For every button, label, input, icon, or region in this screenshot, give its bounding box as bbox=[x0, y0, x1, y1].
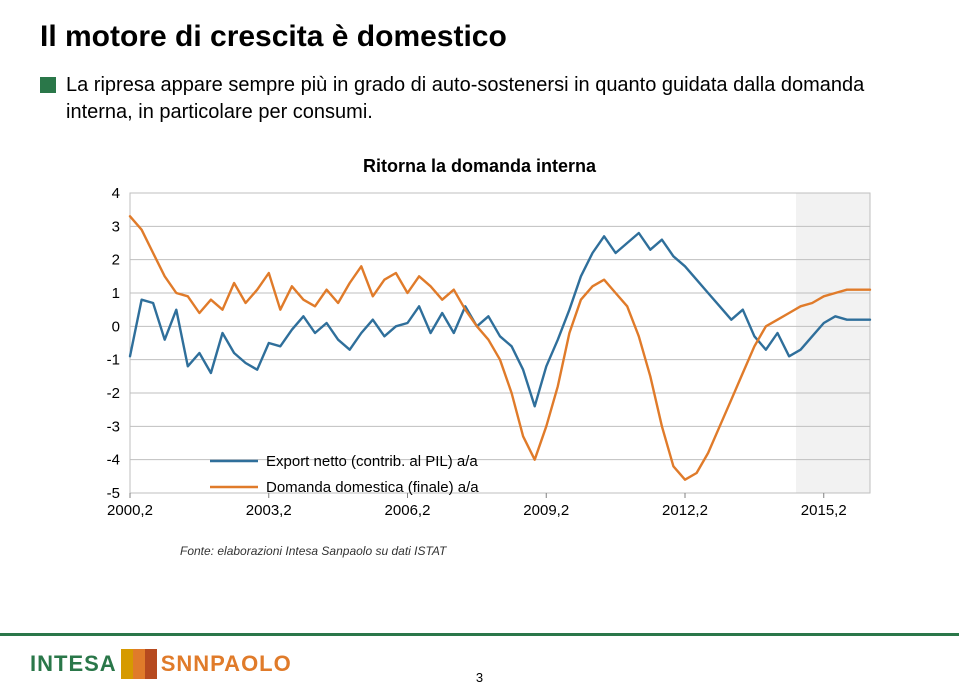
x-tick-label: 2006,2 bbox=[384, 502, 430, 519]
y-tick-label: 4 bbox=[111, 185, 119, 202]
footer-bar: INTESA SNNPAOLO 3 bbox=[0, 633, 959, 691]
y-tick-label: -3 bbox=[106, 418, 119, 435]
source-note: Fonte: elaborazioni Intesa Sanpaolo su d… bbox=[180, 544, 919, 558]
page-number: 3 bbox=[476, 670, 483, 685]
chart-container: Ritorna la domanda interna 4 3 2 1 0 -1 -2 -3 -4… bbox=[70, 156, 890, 536]
legend-label: Domanda domestica (finale) a/a bbox=[266, 479, 479, 496]
slide-page: Il motore di crescita è domestico La rip… bbox=[0, 0, 959, 691]
line-chart: 4 3 2 1 0 -1 -2 -3 -4 -52000,2 2003,2 2006,2 2009,2 2… bbox=[70, 183, 890, 533]
y-tick-label: -1 bbox=[106, 352, 119, 369]
series-export_netto bbox=[130, 233, 870, 406]
intesa-sanpaolo-logo: INTESA SNNPAOLO bbox=[30, 649, 292, 679]
y-tick-label: 3 bbox=[111, 218, 119, 235]
x-tick-label: 2000,2 bbox=[107, 502, 153, 519]
legend-label: Export netto (contrib. al PIL) a/a bbox=[266, 453, 478, 470]
bullet-square-icon bbox=[40, 77, 56, 93]
page-title: Il motore di crescita è domestico bbox=[40, 20, 919, 54]
chart-title: Ritorna la domanda interna bbox=[70, 156, 890, 177]
y-tick-label: -5 bbox=[106, 485, 119, 502]
body-bullet: La ripresa appare sempre più in grado di… bbox=[40, 72, 919, 126]
y-tick-label: 1 bbox=[111, 285, 119, 302]
logo-part2: SNNPAOLO bbox=[161, 651, 292, 677]
bullet-text: La ripresa appare sempre più in grado di… bbox=[66, 72, 919, 126]
x-tick-label: 2003,2 bbox=[245, 502, 291, 519]
y-tick-label: -2 bbox=[106, 385, 119, 402]
y-tick-label: -4 bbox=[106, 452, 119, 469]
logo-part1: INTESA bbox=[30, 651, 117, 677]
y-tick-label: 2 bbox=[111, 252, 119, 269]
y-tick-label: 0 bbox=[111, 318, 119, 335]
x-tick-label: 2009,2 bbox=[523, 502, 569, 519]
series-domanda_domestica bbox=[130, 216, 870, 479]
x-tick-label: 2015,2 bbox=[800, 502, 846, 519]
x-tick-label: 2012,2 bbox=[662, 502, 708, 519]
logo-square-icon bbox=[121, 649, 157, 679]
